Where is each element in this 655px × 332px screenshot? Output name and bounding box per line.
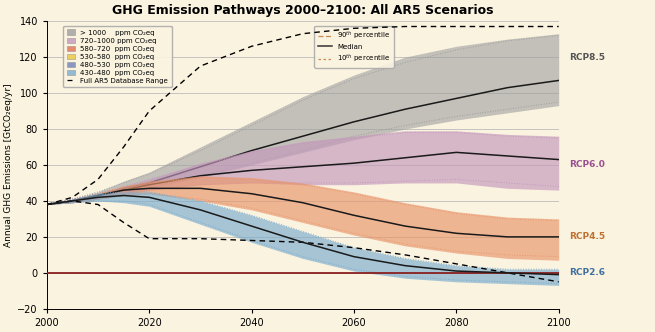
Text: RCP8.5: RCP8.5	[569, 52, 605, 61]
Text: RCP6.0: RCP6.0	[569, 160, 605, 169]
Text: RCP2.6: RCP2.6	[569, 268, 605, 277]
Y-axis label: Annual GHG Emissions [GtCO₂eq/yr]: Annual GHG Emissions [GtCO₂eq/yr]	[4, 83, 13, 247]
Text: RCP4.5: RCP4.5	[569, 232, 605, 241]
Legend: 90$^{th}$ percentile, Median, 10$^{th}$ percentile: 90$^{th}$ percentile, Median, 10$^{th}$ …	[314, 26, 394, 68]
Title: GHG Emission Pathways 2000–2100: All AR5 Scenarios: GHG Emission Pathways 2000–2100: All AR5…	[112, 4, 493, 17]
